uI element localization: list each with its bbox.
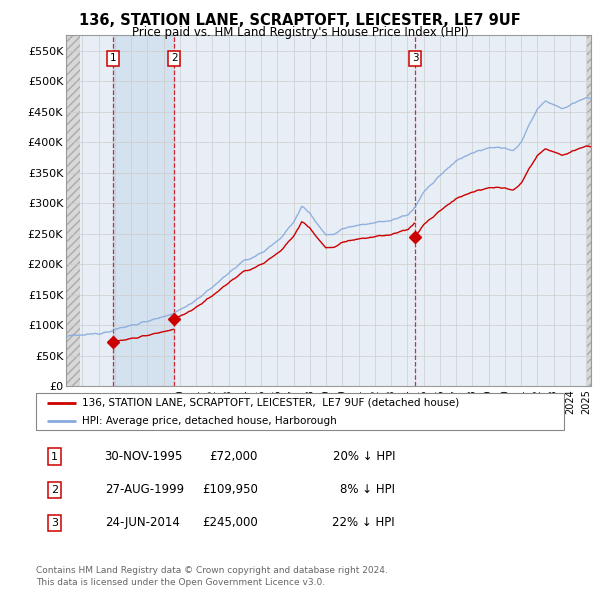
- Text: 8% ↓ HPI: 8% ↓ HPI: [340, 483, 395, 496]
- Text: 3: 3: [51, 518, 58, 528]
- Text: 3: 3: [412, 53, 418, 63]
- Text: HPI: Average price, detached house, Harborough: HPI: Average price, detached house, Harb…: [82, 417, 337, 427]
- Bar: [113, 35, 174, 386]
- Bar: [587, 35, 591, 386]
- Bar: [66, 35, 80, 386]
- Text: 27-AUG-1999: 27-AUG-1999: [104, 483, 184, 496]
- Text: Contains HM Land Registry data © Crown copyright and database right 2024.
This d: Contains HM Land Registry data © Crown c…: [36, 566, 388, 587]
- Text: 22% ↓ HPI: 22% ↓ HPI: [332, 516, 395, 529]
- Text: 136, STATION LANE, SCRAPTOFT, LEICESTER,  LE7 9UF (detached house): 136, STATION LANE, SCRAPTOFT, LEICESTER,…: [82, 398, 460, 408]
- Text: 136, STATION LANE, SCRAPTOFT, LEICESTER, LE7 9UF: 136, STATION LANE, SCRAPTOFT, LEICESTER,…: [79, 13, 521, 28]
- Text: 30-NOV-1995: 30-NOV-1995: [104, 450, 183, 463]
- Text: £109,950: £109,950: [202, 483, 258, 496]
- Text: £245,000: £245,000: [202, 516, 258, 529]
- Text: Price paid vs. HM Land Registry's House Price Index (HPI): Price paid vs. HM Land Registry's House …: [131, 26, 469, 39]
- Text: 24-JUN-2014: 24-JUN-2014: [104, 516, 179, 529]
- Text: 1: 1: [110, 53, 117, 63]
- Text: 2: 2: [51, 485, 58, 494]
- Text: 20% ↓ HPI: 20% ↓ HPI: [332, 450, 395, 463]
- Text: 1: 1: [51, 451, 58, 461]
- Text: £72,000: £72,000: [209, 450, 258, 463]
- Text: 2: 2: [171, 53, 178, 63]
